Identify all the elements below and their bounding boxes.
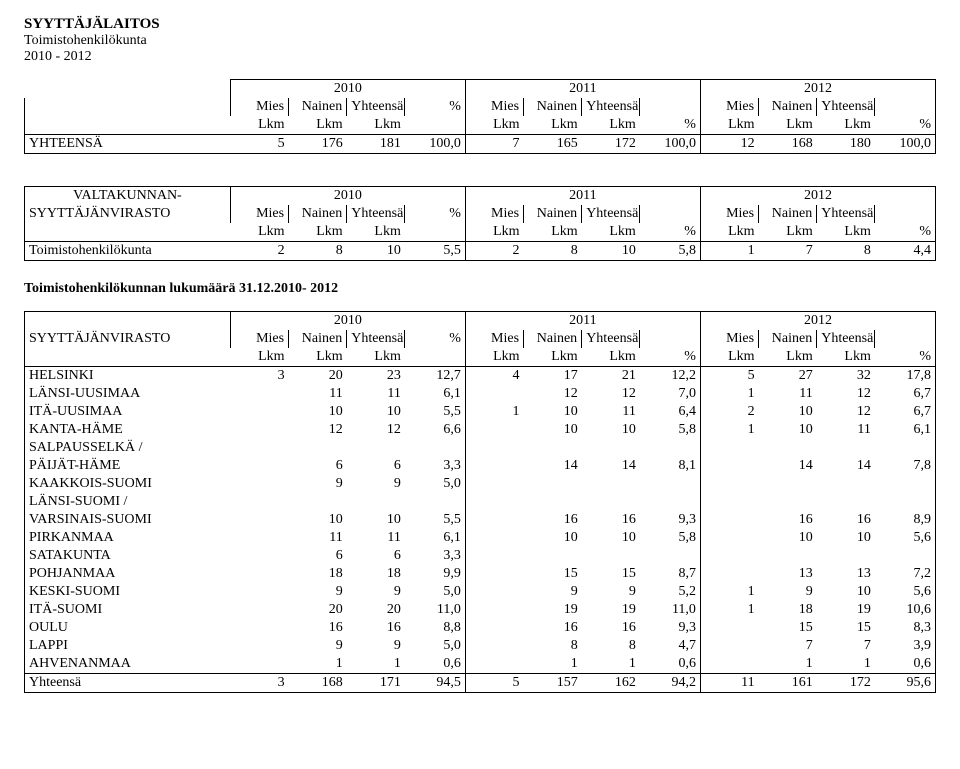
national-label-2: SYYTTÄJÄNVIRASTO <box>25 205 231 223</box>
table-row: Toimistohenkilökunta 2 8 10 5,5 2 8 10 5… <box>25 242 936 261</box>
table-row: LÄNSI-UUSIMAA11116,112127,0111126,7 <box>25 385 936 403</box>
table-row: SALPAUSSELKÄ / <box>25 439 936 457</box>
row-label-blank <box>25 98 231 116</box>
page-subtitle-2: 2010 - 2012 <box>24 49 936 65</box>
row-label: AHVENANMAA <box>25 655 231 674</box>
year-2011: 2011 <box>465 80 700 99</box>
year-2012: 2012 <box>700 80 935 99</box>
national-table: VALTAKUNNAN- 2010 2011 2012 SYYTTÄJÄNVIR… <box>24 186 936 261</box>
regions-label: SYYTTÄJÄNVIRASTO <box>25 330 231 348</box>
year-2010: 2010 <box>230 80 465 99</box>
row-label: ITÄ-SUOMI <box>25 601 231 619</box>
table-row: ITÄ-SUOMI202011,0191911,01181910,6 <box>25 601 936 619</box>
table-row: HELSINKI3202312,74172112,25273217,8 <box>25 367 936 386</box>
table-row: VARSINAIS-SUOMI10105,516169,316168,9 <box>25 511 936 529</box>
table-row: PÄIJÄT-HÄME663,314148,114147,8 <box>25 457 936 475</box>
row-label: SATAKUNTA <box>25 547 231 565</box>
col-mies: Mies <box>230 98 288 116</box>
row-label: PIRKANMAA <box>25 529 231 547</box>
col-pct: % <box>405 98 466 116</box>
national-label-1: VALTAKUNNAN- <box>25 187 231 206</box>
table3-title: Toimistohenkilökunnan lukumäärä 31.12.20… <box>24 281 936 297</box>
page-subtitle-1: Toimistohenkilökunta <box>24 33 936 49</box>
row-label: KAAKKOIS-SUOMI <box>25 475 231 493</box>
table-row: OULU16168,816169,315158,3 <box>25 619 936 637</box>
total-label: YHTEENSÄ <box>25 135 231 154</box>
table-row: YHTEENSÄ 5 176 181 100,0 7 165 172 100,0… <box>25 135 936 154</box>
table-row: ITÄ-UUSIMAA10105,5110116,4210126,7 <box>25 403 936 421</box>
row-label: KANTA-HÄME <box>25 421 231 439</box>
table-row: SATAKUNTA663,3 <box>25 547 936 565</box>
table-row-total: Yhteensä 3 168 171 94,5 5 157 162 94,2 1… <box>25 674 936 693</box>
row-label: LÄNSI-UUSIMAA <box>25 385 231 403</box>
row-label: OULU <box>25 619 231 637</box>
total-label: Yhteensä <box>25 674 231 693</box>
summary-table: 2010 2011 2012 Mies Nainen Yhteensä % Mi… <box>24 79 936 154</box>
table-row: LAPPI995,0884,7773,9 <box>25 637 936 655</box>
regions-table: 2010 2011 2012 SYYTTÄJÄNVIRASTO Mies Nai… <box>24 311 936 693</box>
table-row: AHVENANMAA110,6110,6110,6 <box>25 655 936 674</box>
row-label: POHJANMAA <box>25 565 231 583</box>
table-row: KANTA-HÄME12126,610105,8110116,1 <box>25 421 936 439</box>
table-row: LÄNSI-SUOMI / <box>25 493 936 511</box>
table-row: POHJANMAA18189,915158,713137,2 <box>25 565 936 583</box>
col-yhteensa: Yhteensä <box>347 98 405 116</box>
row-label: HELSINKI <box>25 367 231 386</box>
row-label: ITÄ-UUSIMAA <box>25 403 231 421</box>
table-row: PIRKANMAA11116,110105,810105,6 <box>25 529 936 547</box>
col-nainen: Nainen <box>289 98 347 116</box>
row-label: SALPAUSSELKÄ / <box>25 439 231 457</box>
row-label: Toimistohenkilökunta <box>25 242 231 261</box>
page-title: SYYTTÄJÄLAITOS <box>24 16 936 33</box>
row-label: PÄIJÄT-HÄME <box>25 457 231 475</box>
table-row: KESKI-SUOMI995,0995,219105,6 <box>25 583 936 601</box>
table-row: KAAKKOIS-SUOMI995,0 <box>25 475 936 493</box>
row-label: VARSINAIS-SUOMI <box>25 511 231 529</box>
row-label: LÄNSI-SUOMI / <box>25 493 231 511</box>
row-label: KESKI-SUOMI <box>25 583 231 601</box>
row-label: LAPPI <box>25 637 231 655</box>
